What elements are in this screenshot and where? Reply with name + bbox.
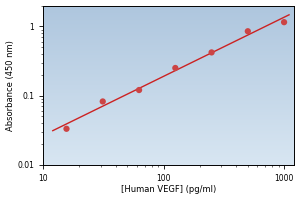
Point	[173, 66, 178, 70]
X-axis label: [Human VEGF] (pg/ml): [Human VEGF] (pg/ml)	[121, 185, 216, 194]
Point	[137, 88, 142, 92]
Point	[100, 100, 105, 103]
Y-axis label: Absorbance (450 nm): Absorbance (450 nm)	[6, 40, 15, 131]
Point	[245, 30, 250, 33]
Point	[209, 51, 214, 54]
Point	[64, 127, 69, 130]
Point	[282, 21, 286, 24]
